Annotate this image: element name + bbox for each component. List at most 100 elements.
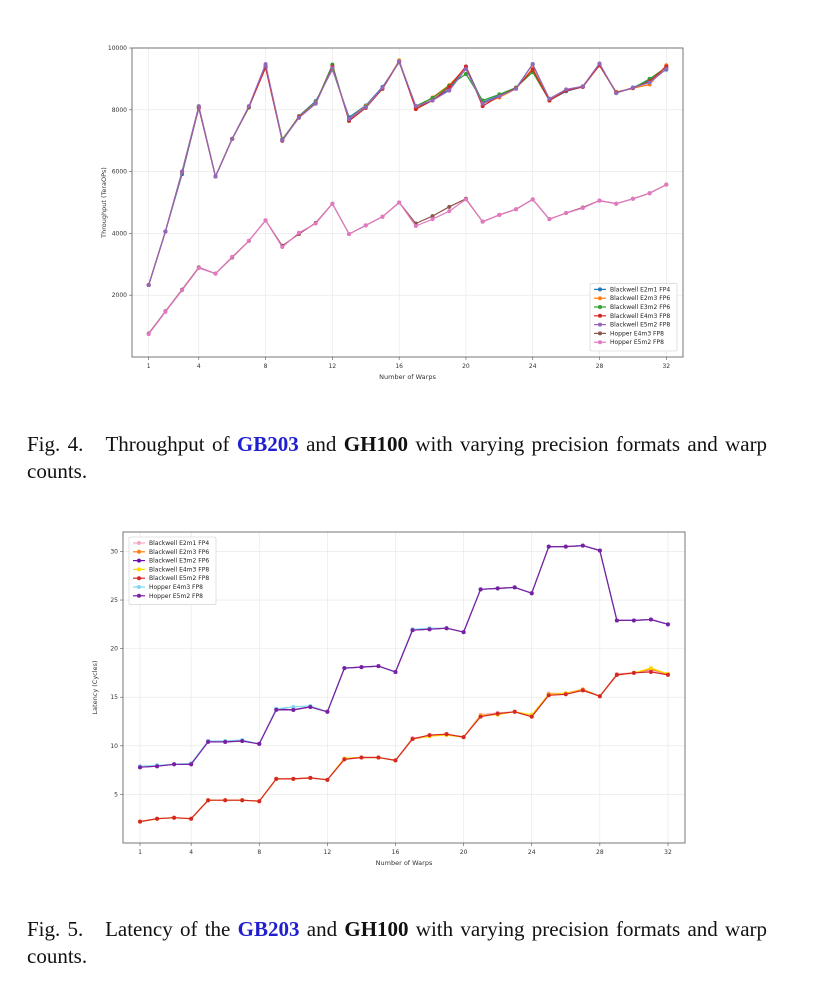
data-point: [376, 664, 381, 669]
data-point: [463, 71, 468, 76]
data-point: [359, 665, 364, 670]
data-point: [427, 627, 432, 632]
figure-5-caption: Fig. 5. Latency of the GB203 and GH100 w…: [27, 916, 767, 970]
y-tick-label: 4000: [112, 230, 127, 237]
legend-entry: Blackwell E2m3 FP6: [149, 549, 209, 556]
data-point: [597, 61, 602, 66]
caption-number: Fig. 5.: [27, 917, 84, 941]
data-point: [463, 67, 468, 72]
data-point: [512, 585, 517, 590]
data-point: [413, 107, 418, 112]
data-point: [380, 214, 385, 219]
plot-frame: [122, 531, 686, 844]
legend-swatch-marker: [598, 305, 602, 309]
data-point: [430, 214, 435, 219]
data-point: [664, 67, 669, 72]
legend-entry: Blackwell E4m3 FP8: [149, 566, 209, 573]
data-point: [495, 711, 500, 716]
figure-4-caption: Fig. 4. Throughput of GB203 and GH100 wi…: [27, 431, 767, 485]
data-point: [564, 211, 569, 216]
data-point: [240, 798, 245, 803]
data-point: [155, 816, 160, 821]
x-tick-label: 1: [138, 849, 142, 856]
data-point: [461, 630, 466, 635]
data-point: [447, 84, 452, 89]
data-point: [631, 618, 636, 623]
data-point: [514, 86, 519, 91]
data-point: [206, 739, 211, 744]
data-point: [546, 544, 551, 549]
data-point: [480, 101, 485, 106]
data-point: [529, 591, 534, 596]
data-point: [413, 104, 418, 109]
data-point: [213, 174, 218, 179]
caption-chip-gb203[interactable]: GB203: [237, 917, 300, 941]
data-point: [597, 548, 602, 553]
data-point: [246, 238, 251, 243]
data-point: [530, 197, 535, 202]
legend-entry: Hopper E4m3 FP8: [610, 330, 664, 337]
data-point: [447, 88, 452, 93]
data-point: [413, 223, 418, 228]
data-point: [648, 617, 653, 622]
data-point: [347, 232, 352, 237]
y-tick-label: 10: [110, 743, 118, 750]
legend: Blackwell E2m1 FP4 Blackwell E2m3 FP6 Blac…: [589, 283, 678, 352]
legend-swatch-marker: [598, 313, 602, 318]
latency-chart: 1 4 8 12 16 20 24 28 32 5 10 15 20 25 30 Number of Warp…: [91, 531, 686, 867]
figure-4: 1 4 8 12 16 20 24 28 32 2000 4000 6000 8000 10000 Numb…: [0, 0, 816, 400]
x-tick-label: 4: [197, 363, 201, 370]
data-point: [330, 65, 335, 70]
x-tick-label: 12: [329, 363, 337, 370]
legend-entry: Blackwell E3m2 FP6: [149, 558, 209, 565]
data-point: [363, 223, 368, 228]
data-point: [430, 217, 435, 222]
data-point: [444, 626, 449, 631]
legend-swatch-marker: [137, 549, 141, 554]
data-point: [230, 254, 235, 259]
data-point: [478, 714, 483, 719]
data-point: [146, 283, 151, 288]
y-tick-label: 30: [110, 548, 118, 555]
data-point: [325, 777, 330, 782]
series-line: [148, 60, 667, 286]
data-point: [597, 198, 602, 203]
caption-text: with varying precision formats and warp …: [27, 432, 768, 483]
data-point: [138, 765, 143, 770]
data-point: [342, 666, 347, 671]
data-point: [463, 197, 468, 202]
data-point: [480, 219, 485, 224]
plot-background: [123, 532, 685, 843]
data-point: [291, 707, 296, 712]
y-tick-label: 6000: [112, 169, 127, 176]
data-point: [313, 221, 318, 226]
data-point: [206, 798, 211, 803]
data-point: [630, 196, 635, 201]
throughput-chart: 1 4 8 12 16 20 24 28 32 2000 4000 6000 8000 10000 Numb…: [100, 45, 684, 381]
data-point: [497, 212, 502, 217]
data-point: [546, 693, 551, 698]
data-point: [155, 764, 160, 769]
data-point: [647, 80, 652, 85]
y-tick-label: 10000: [108, 45, 127, 52]
data-point: [580, 84, 585, 89]
caption-chip-gb203[interactable]: GB203: [236, 432, 299, 456]
data-point: [631, 670, 636, 675]
data-point: [196, 104, 201, 109]
legend: Blackwell E2m1 FP4 Blackwell E2m3 FP6 Blac…: [128, 536, 217, 605]
caption-text: Throughput of: [105, 432, 230, 456]
data-point: [263, 218, 268, 223]
x-tick-label: 12: [324, 849, 332, 856]
x-tick-label: 8: [257, 849, 261, 856]
data-point: [223, 798, 228, 803]
data-point: [410, 737, 415, 742]
data-point: [376, 755, 381, 760]
figure-5: 1 4 8 12 16 20 24 28 32 5 10 15 20 25 30 Number of Warp…: [0, 500, 816, 900]
data-point: [363, 105, 368, 110]
data-point: [163, 309, 168, 314]
x-tick-label: 1: [147, 363, 151, 370]
data-point: [296, 230, 301, 235]
x-tick-label: 20: [460, 849, 468, 856]
data-point: [563, 692, 568, 697]
legend-swatch-marker: [137, 585, 141, 589]
